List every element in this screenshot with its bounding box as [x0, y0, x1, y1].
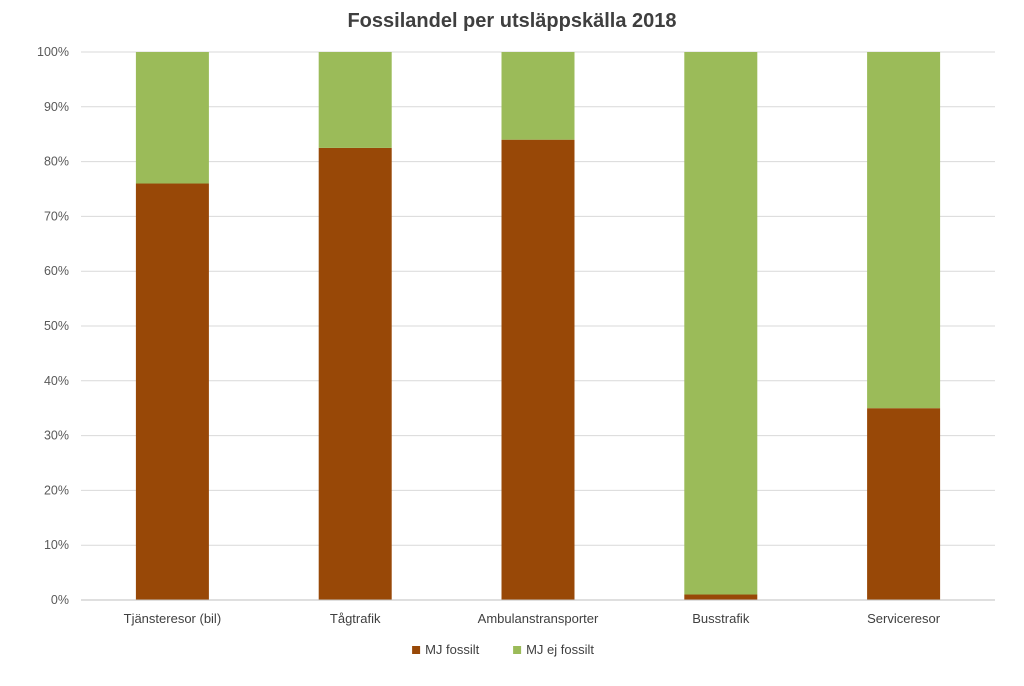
y-tick-label: 60% [44, 264, 69, 278]
x-category-label: Serviceresor [867, 611, 941, 626]
chart-title: Fossilandel per utsläppskälla 2018 [347, 10, 676, 32]
legend: MJ fossilt MJ ej fossilt [412, 642, 594, 657]
bar-segment [501, 139, 575, 600]
legend-swatch [412, 646, 421, 654]
y-tick-label: 70% [44, 209, 69, 223]
bar-segment [135, 183, 209, 600]
bar-segment [867, 52, 941, 409]
legend-label: MJ ej fossilt [526, 642, 594, 657]
x-category-label: Tågtrafik [330, 611, 381, 626]
y-tick-label: 90% [44, 100, 69, 114]
y-tick-label: 40% [44, 374, 69, 388]
bar-segment [501, 52, 575, 140]
bars [135, 52, 941, 600]
x-category-label: Busstrafik [692, 611, 750, 626]
y-tick-label: 10% [44, 538, 69, 552]
bar-segment [318, 147, 392, 600]
bar-segment [135, 52, 209, 184]
y-tick-label: 20% [44, 483, 69, 497]
y-tick-label: 100% [37, 45, 69, 59]
bar-segment [318, 52, 392, 148]
y-tick-label: 30% [44, 429, 69, 443]
bar-segment [867, 408, 941, 600]
legend-swatch [513, 646, 522, 654]
y-tick-label: 0% [51, 593, 69, 607]
x-axis: Tjänsteresor (bil) Tågtrafik Ambulanstrans… [81, 599, 995, 626]
x-category-label: Tjänsteresor (bil) [124, 611, 222, 626]
y-axis-tick-labels: 0% 10% 20% 30% 40% 50% 60% 70% 80% 90% 100% [37, 45, 69, 607]
y-tick-label: 80% [44, 155, 69, 169]
legend-label: MJ fossilt [425, 642, 480, 657]
x-category-label: Ambulanstransporter [478, 611, 599, 626]
bar-segment [684, 594, 758, 600]
y-tick-label: 50% [44, 319, 69, 333]
bar-segment [684, 52, 758, 595]
